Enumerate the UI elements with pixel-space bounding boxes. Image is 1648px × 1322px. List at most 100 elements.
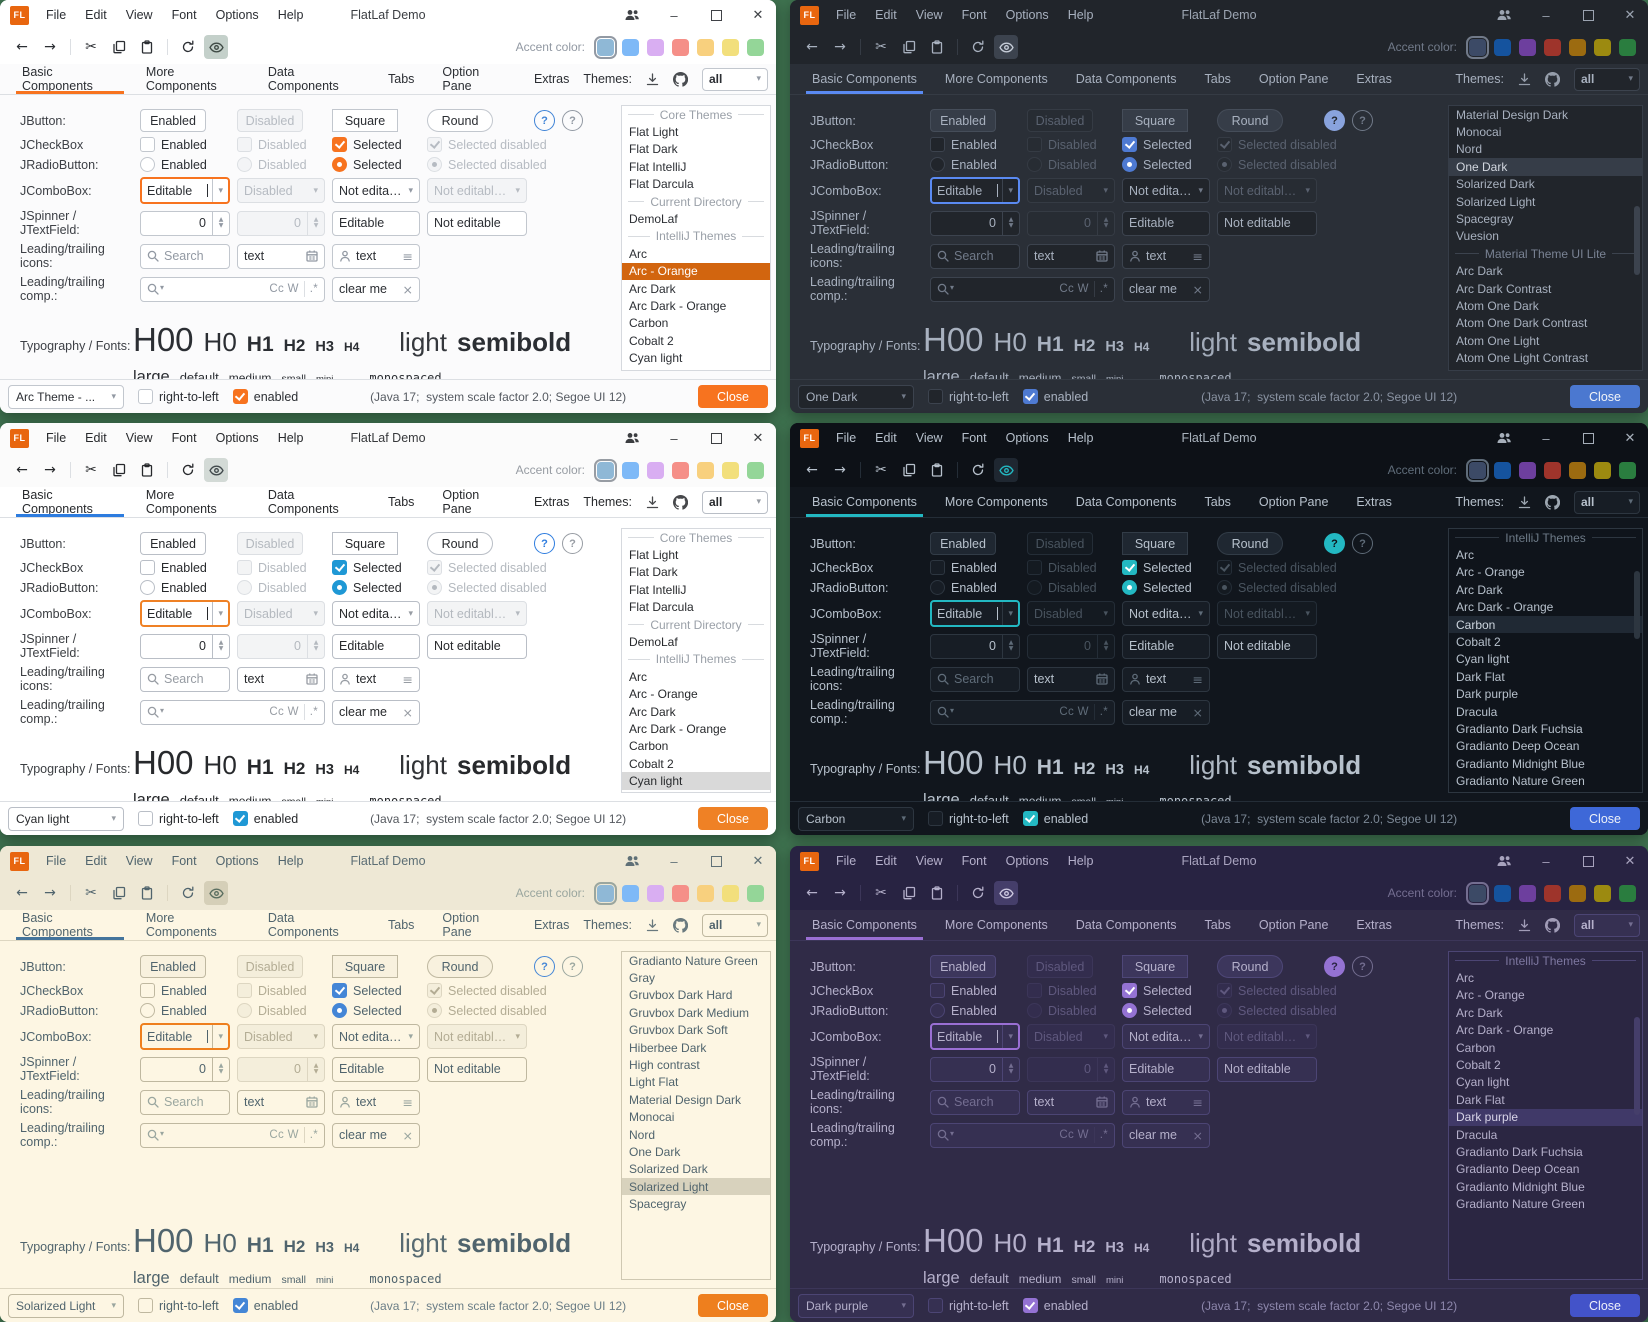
accent-swatch-4[interactable] <box>1569 884 1586 902</box>
tab-extras[interactable]: Extras <box>533 495 570 509</box>
radio-selected[interactable]: Selected <box>332 1003 420 1018</box>
combobox-editable[interactable]: Editable ▾ <box>930 177 1020 204</box>
users-icon[interactable] <box>1496 430 1512 446</box>
tab-extras[interactable]: Extras <box>533 72 570 86</box>
theme-list-item[interactable]: Nord <box>629 1127 656 1142</box>
theme-list-item[interactable]: Flat IntelliJ <box>629 159 687 174</box>
download-icon[interactable] <box>646 495 659 509</box>
calendar-icon[interactable] <box>1096 250 1108 262</box>
enabled-button[interactable]: Enabled <box>140 532 206 555</box>
regex-icon[interactable]: .* <box>309 1129 318 1141</box>
theme-list-item[interactable]: Gradianto Nature Green <box>629 953 758 968</box>
user-input[interactable]: text ≡ <box>332 1089 420 1115</box>
theme-list-item[interactable]: Gradianto Nature Green <box>1456 774 1585 789</box>
list-icon[interactable]: ≡ <box>1192 1094 1203 1110</box>
clear-me-input[interactable]: clear me × <box>1122 276 1210 302</box>
github-icon[interactable] <box>673 494 688 510</box>
refresh-button[interactable] <box>966 35 990 59</box>
menu-edit[interactable]: Edit <box>85 854 107 868</box>
users-icon[interactable] <box>624 853 640 869</box>
clear-me-input[interactable]: clear me × <box>332 699 420 725</box>
user-input[interactable]: text ≡ <box>1122 243 1210 269</box>
accent-swatch-0-selected[interactable] <box>1466 458 1489 482</box>
checkbox-selected[interactable]: Selected <box>332 983 420 998</box>
accent-swatch-3[interactable] <box>1544 884 1561 902</box>
accent-swatch-2[interactable] <box>647 38 664 56</box>
enabled-checkbox[interactable]: enabled <box>232 389 298 404</box>
tab-tabs[interactable]: Tabs <box>388 495 415 509</box>
spinner-field[interactable]: 0 ▲ ▼ <box>140 210 230 236</box>
github-icon[interactable] <box>673 917 688 933</box>
menu-font[interactable]: Font <box>961 854 987 868</box>
tab-more-components[interactable]: More Components <box>145 911 217 939</box>
clear-me-input[interactable]: clear me × <box>332 1122 420 1148</box>
menu-font[interactable]: Font <box>961 431 987 445</box>
maximize-button[interactable] <box>708 430 724 446</box>
date-input[interactable]: text <box>237 666 325 692</box>
accent-swatch-4[interactable] <box>697 884 714 902</box>
theme-list-item[interactable]: Arc Dark - Orange <box>629 298 727 313</box>
inspect-eye-toggle[interactable] <box>204 458 228 482</box>
spinner-arrows[interactable]: ▲ ▼ <box>212 1057 229 1081</box>
menu-help[interactable]: Help <box>277 8 304 22</box>
theme-list-item[interactable]: Hiberbee Dark <box>629 1040 707 1055</box>
search-dropdown-icon[interactable]: ▾ <box>147 706 164 718</box>
copy-button[interactable] <box>107 458 131 482</box>
minimize-button[interactable]: – <box>670 7 678 23</box>
close-window-button[interactable]: ✕ <box>1624 430 1636 446</box>
theme-list-item-selected[interactable]: Cyan light <box>622 772 770 790</box>
theme-list-item[interactable]: Gruvbox Dark Soft <box>629 1023 728 1038</box>
tab-extras[interactable]: Extras <box>533 918 570 932</box>
scrollbar-thumb[interactable] <box>1634 206 1640 275</box>
checkbox-selected[interactable]: Selected <box>332 560 420 575</box>
close-window-button[interactable]: ✕ <box>1624 7 1636 23</box>
github-icon[interactable] <box>1545 494 1560 510</box>
close-button[interactable]: Close <box>698 1294 768 1317</box>
github-icon[interactable] <box>673 71 688 87</box>
user-input[interactable]: text ≡ <box>332 243 420 269</box>
regex-icon[interactable]: .* <box>1099 283 1108 295</box>
combobox-editable[interactable]: Editable ▾ <box>140 1023 230 1050</box>
maximize-button[interactable] <box>708 853 724 869</box>
users-icon[interactable] <box>1496 853 1512 869</box>
close-button[interactable]: Close <box>698 385 768 408</box>
theme-list-item[interactable]: Arc <box>629 246 647 261</box>
radio-enabled[interactable]: Enabled <box>930 157 1020 172</box>
date-input[interactable]: text <box>1027 666 1115 692</box>
theme-select[interactable]: Dark purple ▾ <box>798 1293 914 1318</box>
theme-list-item[interactable]: Arc - Orange <box>629 687 698 702</box>
menu-help[interactable]: Help <box>1067 854 1094 868</box>
theme-list-item[interactable]: Gradianto Dark Fuchsia <box>1456 1144 1583 1159</box>
textfield-editable[interactable]: Editable <box>1122 1056 1210 1082</box>
accent-swatch-2[interactable] <box>1519 884 1536 902</box>
users-icon[interactable] <box>624 430 640 446</box>
accent-swatch-5[interactable] <box>1594 884 1611 902</box>
download-icon[interactable] <box>646 918 659 932</box>
paste-button[interactable] <box>135 881 159 905</box>
search-options-input[interactable]: ▾ Cc W .* <box>930 276 1115 302</box>
round-button[interactable]: Round <box>1217 532 1283 555</box>
theme-list-item[interactable]: Carbon <box>629 316 669 331</box>
theme-list-item[interactable]: Arc Dark - Orange <box>1456 1023 1554 1038</box>
inspect-eye-toggle[interactable] <box>994 458 1018 482</box>
user-input[interactable]: text ≡ <box>332 666 420 692</box>
enabled-button[interactable]: Enabled <box>930 109 996 132</box>
paste-button[interactable] <box>135 458 159 482</box>
accent-swatch-0-selected[interactable] <box>594 458 617 482</box>
accent-swatch-2[interactable] <box>1519 461 1536 479</box>
round-button[interactable]: Round <box>1217 109 1283 132</box>
back-button[interactable]: ← <box>806 39 818 55</box>
theme-list-item[interactable]: Solarized Dark <box>629 1162 708 1177</box>
theme-list-item[interactable]: Arc - Orange <box>1456 565 1525 580</box>
tab-tabs[interactable]: Tabs <box>388 918 415 932</box>
enabled-button[interactable]: Enabled <box>930 532 996 555</box>
theme-list-item[interactable]: Dark purple <box>1456 687 1519 702</box>
theme-list-item-selected[interactable]: One Dark <box>1449 158 1642 176</box>
checkbox-selected[interactable]: Selected <box>1122 983 1210 998</box>
theme-list-item[interactable]: Arc Dark Contrast <box>1456 281 1552 296</box>
search-options-input[interactable]: ▾ Cc W .* <box>140 1122 325 1148</box>
themes-filter-select[interactable]: all ▾ <box>1574 490 1640 514</box>
help-button[interactable]: ? <box>1324 956 1345 977</box>
theme-list-item[interactable]: Arc <box>629 669 647 684</box>
help-button[interactable]: ? <box>534 956 555 977</box>
